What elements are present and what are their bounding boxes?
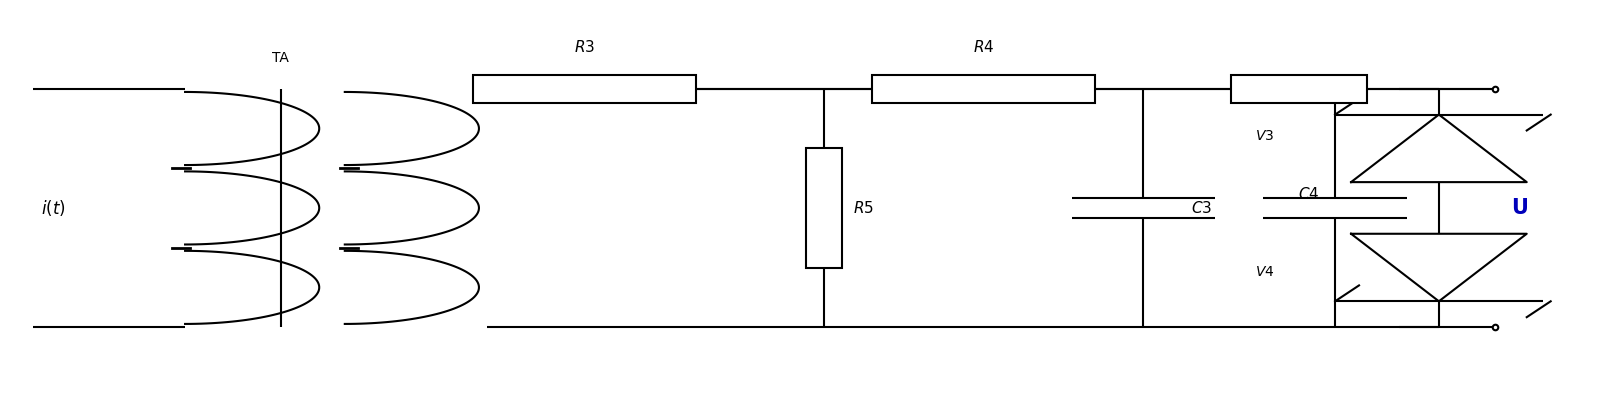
Text: $R5$: $R5$	[853, 200, 874, 216]
Text: $V3$: $V3$	[1256, 130, 1274, 144]
Text: $V4$: $V4$	[1256, 264, 1275, 278]
Bar	[806, 148, 842, 268]
Text: $i(t)$: $i(t)$	[42, 198, 66, 218]
Text: $\mathbf{U}$: $\mathbf{U}$	[1510, 198, 1528, 218]
Text: $R3$: $R3$	[574, 39, 595, 55]
Text: TA: TA	[272, 51, 290, 65]
Bar	[872, 75, 1096, 103]
Bar	[472, 75, 696, 103]
Text: $C3$: $C3$	[1192, 200, 1213, 216]
Bar	[1232, 75, 1366, 103]
Text: $R4$: $R4$	[973, 39, 994, 55]
Text: $C4$: $C4$	[1298, 186, 1318, 202]
